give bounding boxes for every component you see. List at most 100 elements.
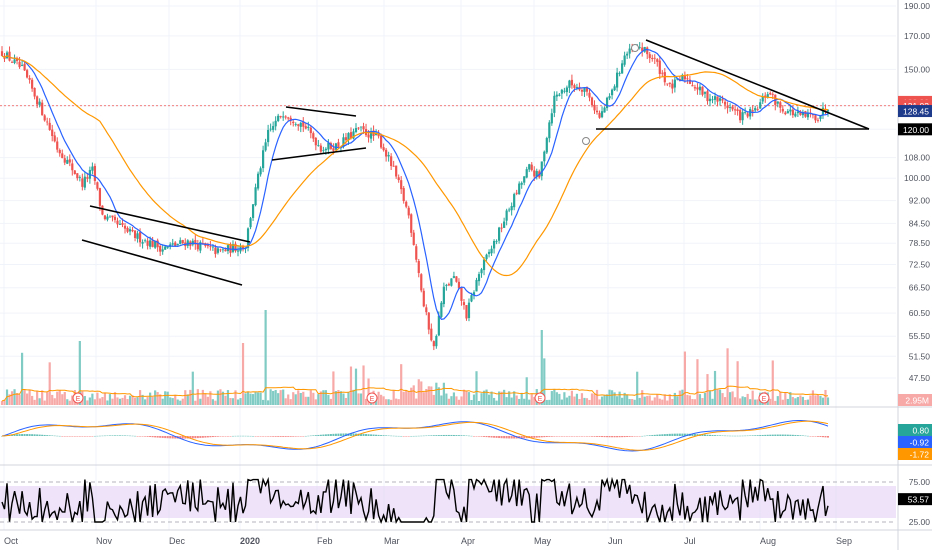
candle-body bbox=[718, 98, 722, 101]
volume-bar bbox=[437, 387, 440, 405]
volume-bar bbox=[495, 400, 498, 405]
macd-histogram-bar bbox=[819, 436, 822, 437]
macd-histogram-bar bbox=[302, 436, 305, 437]
macd-histogram-bar bbox=[545, 436, 548, 437]
moving-averages bbox=[1, 48, 829, 320]
candle-body bbox=[38, 101, 41, 105]
candle-body bbox=[721, 99, 724, 101]
volume-bar bbox=[10, 391, 14, 405]
candle-body bbox=[317, 145, 320, 146]
macd-histogram-bar bbox=[400, 435, 403, 437]
macd-histogram-bar bbox=[106, 435, 109, 437]
macd-histogram-bar bbox=[231, 435, 234, 437]
macd-histogram-bar bbox=[618, 436, 621, 438]
alert-marker-icon bbox=[631, 44, 639, 52]
candle-body bbox=[164, 246, 167, 250]
rsi-label-text: 53.57 bbox=[908, 495, 930, 505]
macd-histogram-bar bbox=[553, 436, 556, 437]
macd-histogram-bar bbox=[784, 434, 787, 436]
macd-label-box bbox=[898, 448, 932, 460]
volume-bar bbox=[289, 399, 292, 405]
volume-bar bbox=[641, 390, 644, 405]
trendline bbox=[271, 147, 367, 161]
volume-bar bbox=[432, 394, 435, 405]
volume-bar bbox=[179, 400, 182, 405]
macd-histogram-bar bbox=[134, 435, 137, 437]
volume-bar bbox=[201, 389, 204, 405]
volume-bar bbox=[475, 371, 478, 405]
macd-histogram-bar bbox=[437, 435, 440, 436]
macd-histogram-bar bbox=[164, 436, 167, 439]
candle-body bbox=[221, 249, 225, 251]
candle-body bbox=[653, 57, 656, 59]
macd-histogram-bar bbox=[420, 435, 423, 437]
volume-bar bbox=[774, 400, 777, 405]
macd-histogram-bar bbox=[751, 435, 754, 436]
volume-bar bbox=[756, 399, 759, 405]
macd-histogram-bar bbox=[814, 436, 817, 437]
price-tick-label: 55.50 bbox=[909, 331, 931, 341]
volume-bar bbox=[646, 395, 649, 405]
volume-bar bbox=[206, 396, 209, 405]
macd-histogram-bar bbox=[415, 435, 418, 437]
macd-histogram-bar bbox=[503, 436, 506, 439]
macd-histogram-bar bbox=[199, 436, 202, 438]
volume-bar bbox=[708, 390, 712, 405]
volume-bar bbox=[603, 395, 606, 405]
macd-histogram-bar bbox=[136, 436, 139, 437]
macd-histogram-bar bbox=[425, 435, 428, 437]
macd-histogram-bar bbox=[98, 435, 101, 437]
volume-bar bbox=[390, 399, 393, 405]
candle-body bbox=[595, 110, 599, 113]
candle-body bbox=[48, 122, 51, 130]
macd-histogram-bar bbox=[580, 436, 583, 437]
candle-body bbox=[495, 240, 498, 242]
macd-histogram-bar bbox=[81, 436, 84, 437]
price-tick-label: 78.50 bbox=[909, 238, 931, 248]
macd-histogram-bar bbox=[558, 436, 561, 437]
macd-histogram-bar bbox=[221, 436, 224, 437]
candle-body bbox=[781, 108, 784, 112]
volume-bar bbox=[53, 398, 56, 405]
trendline bbox=[81, 239, 243, 286]
volume-bar bbox=[563, 392, 566, 405]
macd-histogram-bar bbox=[616, 436, 619, 438]
macd-histogram-bar bbox=[1, 436, 3, 437]
macd-histogram-bar bbox=[111, 435, 114, 436]
volume-bar bbox=[211, 399, 214, 405]
volume-bar bbox=[492, 397, 496, 405]
macd-histogram-bar bbox=[88, 436, 91, 437]
macd-histogram-bar bbox=[465, 435, 468, 437]
macd-histogram-bar bbox=[663, 434, 666, 436]
candle-body bbox=[462, 302, 466, 306]
volume-bar bbox=[643, 396, 646, 405]
candle-body bbox=[334, 143, 338, 150]
candle-body bbox=[63, 158, 66, 163]
volume-bar bbox=[573, 396, 576, 405]
candle-body bbox=[550, 113, 553, 124]
volume-bar bbox=[284, 398, 287, 405]
rsi-label-box bbox=[898, 493, 932, 506]
candle-body bbox=[804, 111, 807, 117]
candle-body bbox=[367, 134, 370, 138]
volume-bar bbox=[0, 400, 4, 405]
macd-histogram-bar bbox=[179, 436, 182, 439]
macd-histogram-bar bbox=[422, 435, 425, 437]
macd-histogram-bar bbox=[146, 436, 149, 437]
volume-bar bbox=[116, 397, 119, 405]
macd-histogram-bar bbox=[272, 436, 275, 437]
volume-bar bbox=[307, 396, 310, 405]
volume-bar bbox=[186, 394, 189, 405]
macd-histogram-bar bbox=[216, 436, 219, 437]
volume-bar bbox=[151, 397, 154, 405]
macd-histogram-bar bbox=[365, 434, 368, 436]
candle-body bbox=[149, 240, 152, 247]
macd-histogram-bar bbox=[292, 436, 295, 437]
macd-histogram-bar bbox=[101, 435, 104, 437]
macd-histogram-bar bbox=[681, 433, 684, 436]
candle-body bbox=[457, 281, 461, 289]
candle-body bbox=[98, 188, 102, 206]
candle-body bbox=[565, 87, 568, 93]
